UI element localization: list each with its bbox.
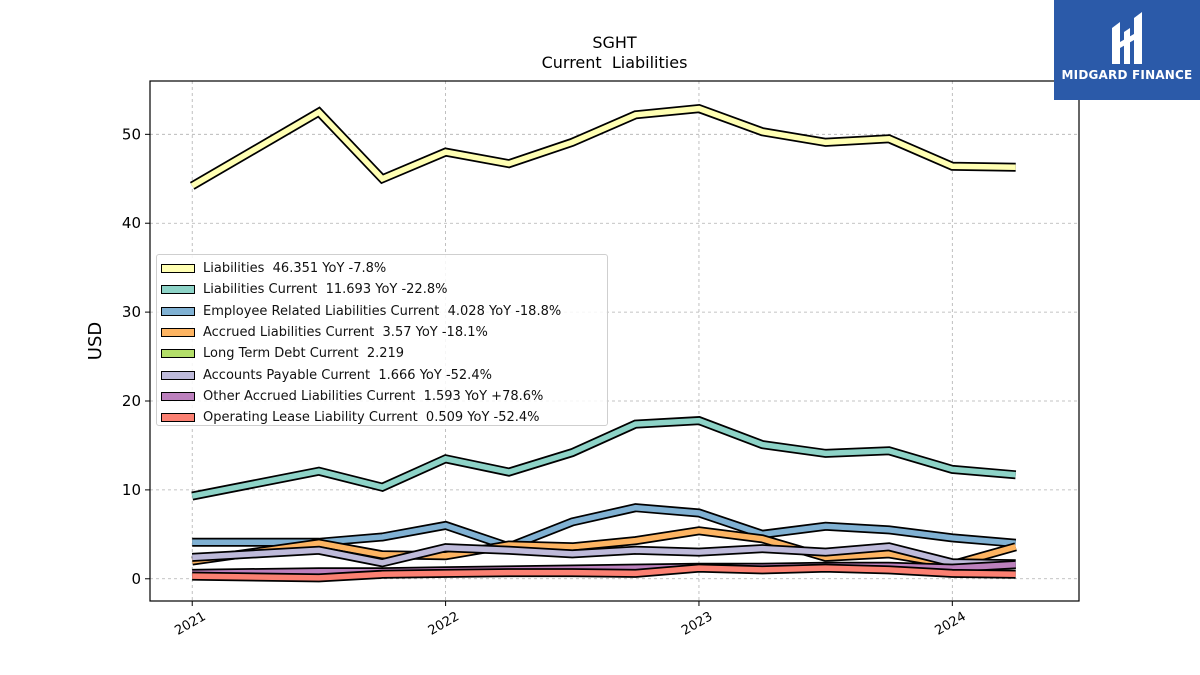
series-line-outline-liabilities-current bbox=[191, 416, 1017, 501]
x-tick-label: 2022 bbox=[426, 609, 462, 639]
x-tick-label: 2021 bbox=[172, 609, 208, 639]
legend-label: Accrued Liabilities Current 3.57 YoY -18… bbox=[203, 325, 488, 341]
series-line-liabilities-current bbox=[191, 417, 1016, 499]
legend-item: Accounts Payable Current 1.666 YoY -52.4… bbox=[161, 364, 607, 385]
y-tick-label: 20 bbox=[122, 392, 141, 410]
y-tick-label: 50 bbox=[122, 125, 141, 143]
series-line-outline-liabilities bbox=[189, 104, 1016, 190]
legend-swatch bbox=[161, 370, 195, 380]
legend-label: Liabilities 46.351 YoY -7.8% bbox=[203, 261, 387, 277]
midgard-logo-icon bbox=[1112, 12, 1142, 64]
brand-logo: MIDGARD FINANCE bbox=[1054, 0, 1200, 100]
legend-item: Liabilities 46.351 YoY -7.8% bbox=[161, 258, 607, 279]
legend-swatch bbox=[161, 306, 195, 316]
series-line-accrued-liabilities-current bbox=[191, 528, 1017, 568]
y-tick-label: 0 bbox=[131, 570, 141, 588]
plot-frame bbox=[149, 80, 1080, 602]
brand-name: MIDGARD FINANCE bbox=[1061, 68, 1193, 82]
y-tick-label: 10 bbox=[122, 481, 141, 499]
legend-label: Other Accrued Liabilities Current 1.593 … bbox=[203, 388, 544, 404]
legend-item: Long Term Debt Current 2.219 bbox=[161, 343, 607, 364]
legend-swatch bbox=[161, 413, 195, 423]
legend-label: Long Term Debt Current 2.219 bbox=[203, 346, 405, 362]
y-tick-label: 40 bbox=[122, 214, 141, 232]
chart-title: SGHT bbox=[592, 33, 637, 52]
legend-label: Liabilities Current 11.693 YoY -22.8% bbox=[203, 282, 448, 298]
legend-swatch bbox=[161, 285, 195, 295]
legend-swatch bbox=[161, 391, 195, 401]
legend-swatch bbox=[161, 264, 195, 274]
series-lines bbox=[189, 104, 1017, 583]
legend-label: Employee Related Liabilities Current 4.0… bbox=[203, 303, 562, 319]
legend-label: Operating Lease Liability Current 0.509 … bbox=[203, 410, 540, 426]
legend-item: Operating Lease Liability Current 0.509 … bbox=[161, 407, 607, 428]
series-line-employee-related-liabilities-current bbox=[192, 504, 1016, 550]
legend-item: Accrued Liabilities Current 3.57 YoY -18… bbox=[161, 322, 607, 343]
legend-swatch bbox=[161, 349, 195, 359]
series-line-operating-lease-liability-current bbox=[192, 565, 1016, 581]
legend-swatch bbox=[161, 328, 195, 338]
grid bbox=[150, 81, 1079, 601]
y-tick-label: 30 bbox=[122, 303, 141, 321]
legend-label: Accounts Payable Current 1.666 YoY -52.4… bbox=[203, 367, 492, 383]
series-line-accounts-payable-current bbox=[192, 544, 1016, 567]
x-tick-label: 2023 bbox=[679, 609, 715, 639]
legend-item: Other Accrued Liabilities Current 1.593 … bbox=[161, 386, 607, 407]
series-line-liabilities bbox=[190, 105, 1016, 189]
chart-subtitle: Current Liabilities bbox=[541, 53, 688, 72]
chart-legend: Liabilities 46.351 YoY -7.8% Liabilities … bbox=[156, 254, 608, 426]
y-axis-label: USD bbox=[85, 322, 106, 360]
x-tick-label: 2024 bbox=[932, 609, 968, 639]
legend-item: Liabilities Current 11.693 YoY -22.8% bbox=[161, 279, 607, 300]
legend-item: Employee Related Liabilities Current 4.0… bbox=[161, 301, 607, 322]
